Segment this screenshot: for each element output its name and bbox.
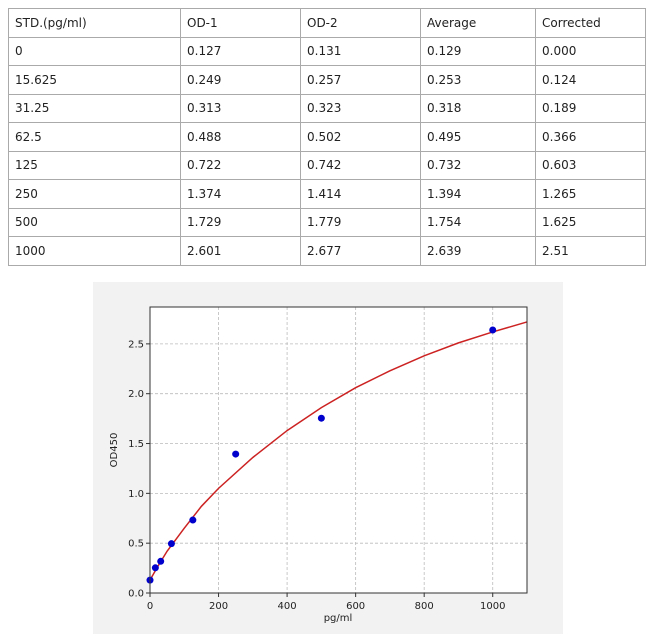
y-tick-label: 2.5 <box>128 339 144 350</box>
x-tick-label: 1000 <box>480 601 505 612</box>
plot-area <box>149 306 528 594</box>
y-axis-label: OD450 <box>109 433 120 468</box>
x-tick-label: 600 <box>346 601 365 612</box>
standards-table: STD.(pg/ml) OD-1 OD-2 Average Corrected 0 0.12… <box>8 8 646 266</box>
table-cell: 2.601 <box>180 236 301 266</box>
table-cell: 0.732 <box>420 150 536 180</box>
table-row: 1000 2.601 2.677 2.639 2.51 <box>8 236 646 266</box>
data-point <box>489 326 497 334</box>
table-row: 500 1.729 1.779 1.754 1.625 <box>8 207 646 237</box>
table-cell: 0.129 <box>420 36 536 66</box>
table-cell: 0.488 <box>180 122 301 152</box>
y-tick-label: 2.0 <box>128 389 144 400</box>
y-tick-label: 0.5 <box>128 539 144 550</box>
table-cell: 0.722 <box>180 150 301 180</box>
header-row: STD.(pg/ml) OD-1 OD-2 Average Corrected <box>8 8 646 38</box>
table-cell: 0.131 <box>300 36 421 66</box>
data-point <box>157 557 165 565</box>
table-cell: 0 <box>8 36 181 66</box>
table-row: 125 0.722 0.742 0.732 0.603 <box>8 150 646 180</box>
table-cell: 62.5 <box>8 122 181 152</box>
table-cell: 0.249 <box>180 65 301 95</box>
chart: pg/ml OD450 0.0 0.5 1.0 1.5 2.0 2.5 0 200 400 600… <box>109 306 528 624</box>
data-point <box>189 516 197 524</box>
table-cell: 250 <box>8 179 181 209</box>
table-cell: 0.603 <box>535 150 646 180</box>
data-point <box>151 564 159 572</box>
x-tick-label: 200 <box>209 601 228 612</box>
table-cell: 1.779 <box>300 207 421 237</box>
table-cell: 0.189 <box>535 93 646 123</box>
data-point <box>317 414 325 422</box>
table-cell: 0.253 <box>420 65 536 95</box>
table-cell: 15.625 <box>8 65 181 95</box>
table-cell: 0.495 <box>420 122 536 152</box>
table-cell: 31.25 <box>8 93 181 123</box>
plot-area <box>149 306 528 594</box>
table-cell: 1000 <box>8 236 181 266</box>
x-tick-label: 400 <box>278 601 297 612</box>
table-row: 250 1.374 1.414 1.394 1.265 <box>8 179 646 209</box>
table-cell: 0.313 <box>180 93 301 123</box>
table-cell: 1.394 <box>420 179 536 209</box>
table-row: 62.5 0.488 0.502 0.495 0.366 <box>8 122 646 152</box>
table-cell: 0.742 <box>300 150 421 180</box>
table-cell: 2.51 <box>535 236 646 266</box>
table-cell: 2.639 <box>420 236 536 266</box>
table-cell: Average <box>420 8 536 38</box>
table-cell: 1.414 <box>300 179 421 209</box>
table-row: 0 0.127 0.131 0.129 0.000 <box>8 36 646 66</box>
table-cell: 1.754 <box>420 207 536 237</box>
x-tick-label: 0 <box>147 601 153 612</box>
table-cell: 0.502 <box>300 122 421 152</box>
data-point <box>167 540 175 548</box>
x-tick-label: 800 <box>415 601 434 612</box>
table-cell: 0.366 <box>535 122 646 152</box>
table-cell: 1.374 <box>180 179 301 209</box>
table-cell: 125 <box>8 150 181 180</box>
table-cell: 1.729 <box>180 207 301 237</box>
table-cell: STD.(pg/ml) <box>8 8 181 38</box>
table-cell: 2.677 <box>300 236 421 266</box>
table-cell: 0.318 <box>420 93 536 123</box>
table-cell: 0.124 <box>535 65 646 95</box>
table-cell: 500 <box>8 207 181 237</box>
chart-panel: pg/ml OD450 0.0 0.5 1.0 1.5 2.0 2.5 0 200 400 600… <box>93 282 563 634</box>
table-row: 31.25 0.313 0.323 0.318 0.189 <box>8 93 646 123</box>
table-cell: 0.323 <box>300 93 421 123</box>
y-tick-label: 1.0 <box>128 489 144 500</box>
table-cell: Corrected <box>535 8 646 38</box>
table-cell: 0.000 <box>535 36 646 66</box>
x-axis-label: pg/ml <box>324 613 353 624</box>
table-cell: 0.127 <box>180 36 301 66</box>
y-tick-label: 1.5 <box>128 439 144 450</box>
y-tick-label: 0.0 <box>128 589 144 600</box>
table-cell: 0.257 <box>300 65 421 95</box>
table-cell: 1.625 <box>535 207 646 237</box>
table-row: 15.625 0.249 0.257 0.253 0.124 <box>8 65 646 95</box>
table-cell: 1.265 <box>535 179 646 209</box>
table-cell: OD-1 <box>180 8 301 38</box>
table-cell: OD-2 <box>300 8 421 38</box>
data-point <box>232 450 240 458</box>
